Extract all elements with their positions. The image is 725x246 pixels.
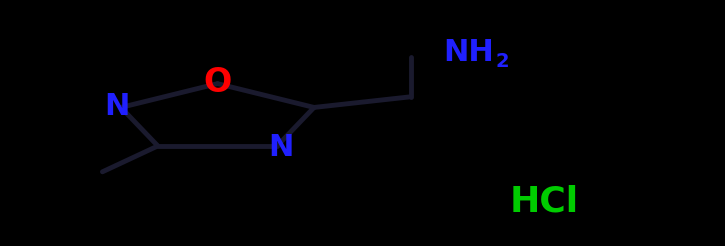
Text: O: O xyxy=(204,66,231,99)
Text: N: N xyxy=(104,92,130,121)
Text: HCl: HCl xyxy=(509,185,579,219)
Text: N: N xyxy=(268,133,294,162)
Text: 2: 2 xyxy=(495,52,509,71)
Text: NH: NH xyxy=(443,38,494,67)
